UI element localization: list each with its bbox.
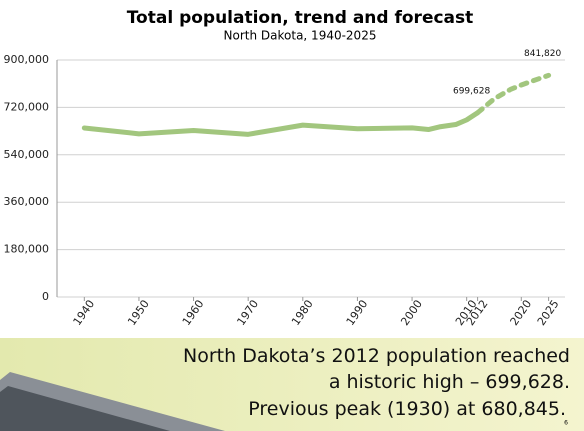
line-series <box>81 110 481 137</box>
caption-line: North Dakota’s 2012 population reached <box>183 345 570 367</box>
caption-line: Previous peak (1930) at 680,845. <box>248 398 566 420</box>
y-tick-label: 900,000 <box>4 53 50 66</box>
y-tick-label: 180,000 <box>4 243 50 256</box>
caption-line: a historic high – 699,628. <box>328 371 570 393</box>
y-tick-label: 360,000 <box>4 195 50 208</box>
y-tick-label: 0 <box>42 290 49 303</box>
y-tick-label: 540,000 <box>4 148 50 161</box>
line-series <box>475 72 552 116</box>
data-label: 699,628 <box>453 86 490 96</box>
y-tick-label: 720,000 <box>4 100 50 113</box>
chart-background <box>0 0 584 338</box>
chart-title: Total population, trend and forecast <box>127 8 474 28</box>
swoosh-dark <box>0 386 170 431</box>
data-label: 841,820 <box>524 49 561 59</box>
page-number: 6 <box>564 420 568 427</box>
chart-subtitle: North Dakota, 1940-2025 <box>224 29 377 43</box>
